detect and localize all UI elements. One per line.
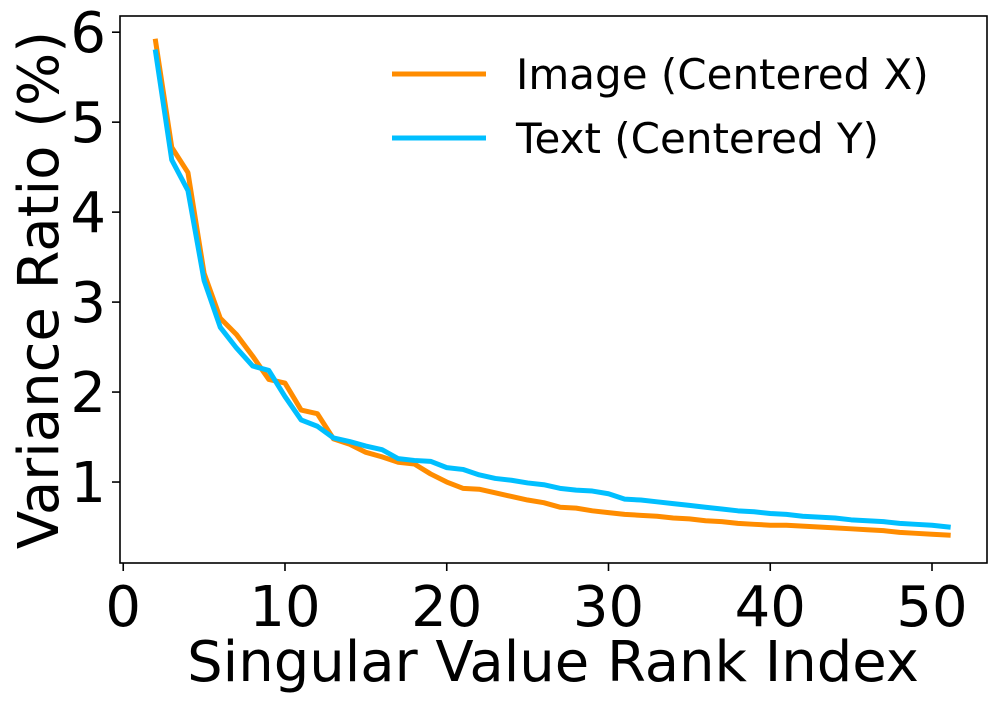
- x-axis-label: Singular Value Rank Index: [187, 630, 919, 695]
- x-tick-label: 30: [573, 575, 644, 640]
- y-tick-label: 4: [70, 181, 106, 246]
- series-layer: [152, 38, 951, 538]
- y-tick-label: 6: [70, 1, 106, 66]
- y-axis-label: Variance Ratio (%): [7, 31, 72, 549]
- x-axis: 0 10 20 30 40 50: [105, 563, 968, 640]
- series-line-1: [152, 38, 951, 538]
- y-tick-label: 2: [70, 361, 106, 426]
- x-tick-label: 50: [896, 575, 967, 640]
- plot-area-frame: [119, 15, 988, 564]
- legend-label-2: Text (Centered Y): [515, 114, 879, 163]
- x-tick-label: 0: [105, 575, 141, 640]
- legend: Image (Centered X) Text (Centered Y): [392, 50, 929, 163]
- y-tick-label: 3: [70, 271, 106, 336]
- x-tick-label: 20: [411, 575, 482, 640]
- x-tick-label: 40: [735, 575, 806, 640]
- series-line-2: [152, 49, 951, 530]
- y-tick-label: 1: [70, 451, 106, 516]
- y-tick-label: 5: [70, 91, 106, 156]
- x-tick-label: 10: [249, 575, 320, 640]
- y-axis: 1 2 3 4 5 6: [70, 1, 120, 516]
- legend-label-1: Image (Centered X): [516, 50, 929, 99]
